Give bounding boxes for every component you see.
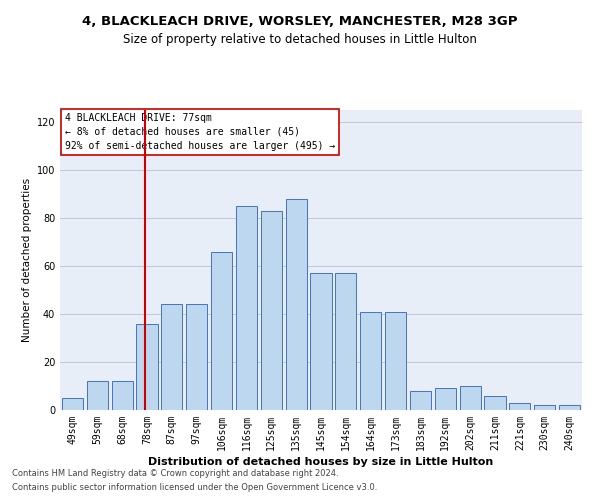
Text: Size of property relative to detached houses in Little Hulton: Size of property relative to detached ho…: [123, 32, 477, 46]
Bar: [186, 304, 207, 410]
Bar: [136, 324, 158, 410]
Bar: [559, 405, 580, 410]
Text: 4, BLACKLEACH DRIVE, WORSLEY, MANCHESTER, M28 3GP: 4, BLACKLEACH DRIVE, WORSLEY, MANCHESTER…: [82, 15, 518, 28]
Bar: [310, 273, 332, 410]
Bar: [534, 405, 555, 410]
Bar: [161, 304, 182, 410]
Bar: [211, 252, 232, 410]
Bar: [435, 388, 456, 410]
Text: Contains public sector information licensed under the Open Government Licence v3: Contains public sector information licen…: [12, 484, 377, 492]
Bar: [460, 386, 481, 410]
Text: 4 BLACKLEACH DRIVE: 77sqm
← 8% of detached houses are smaller (45)
92% of semi-d: 4 BLACKLEACH DRIVE: 77sqm ← 8% of detach…: [65, 113, 335, 151]
Bar: [286, 199, 307, 410]
Bar: [509, 403, 530, 410]
Bar: [484, 396, 506, 410]
Bar: [360, 312, 381, 410]
Y-axis label: Number of detached properties: Number of detached properties: [22, 178, 32, 342]
Bar: [112, 381, 133, 410]
Bar: [87, 381, 108, 410]
Text: Contains HM Land Registry data © Crown copyright and database right 2024.: Contains HM Land Registry data © Crown c…: [12, 468, 338, 477]
Bar: [236, 206, 257, 410]
Bar: [410, 391, 431, 410]
Bar: [62, 398, 83, 410]
Bar: [261, 211, 282, 410]
X-axis label: Distribution of detached houses by size in Little Hulton: Distribution of detached houses by size …: [148, 457, 494, 467]
Bar: [385, 312, 406, 410]
Bar: [335, 273, 356, 410]
